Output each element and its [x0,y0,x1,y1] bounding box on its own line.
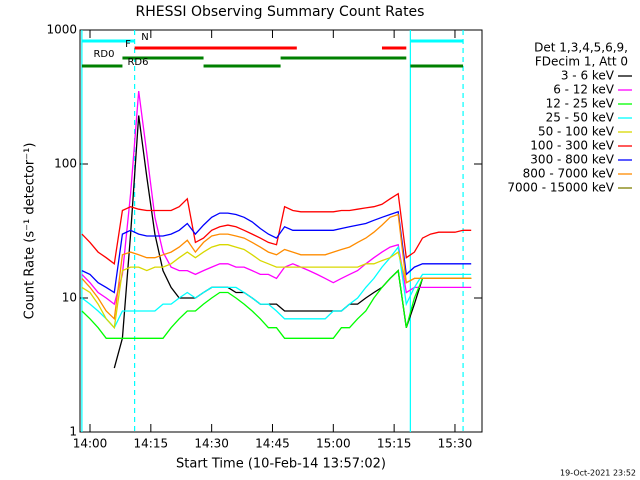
x-tick-label: 14:45 [255,437,290,451]
y-tick-label: 1 [69,425,77,439]
x-tick-label: 15:30 [438,437,473,451]
x-tick-label: 14:00 [73,437,108,451]
y-axis-label: Count Rate (s⁻¹ detector⁻¹) [23,143,38,320]
legend-label: 7000 - 15000 keV [507,181,614,195]
legend-header: Det 1,3,4,5,6,9, [534,41,628,55]
y-tick-label: 1000 [46,23,77,37]
flag-label: N [141,32,148,43]
y-tick-label: 100 [54,157,77,171]
legend-label: 25 - 50 keV [546,111,615,125]
legend-label: 6 - 12 keV [553,83,615,97]
series-line [81,245,472,329]
x-axis-label: Start Time (10-Feb-14 13:57:02) [176,457,386,472]
plot-frame [79,29,483,433]
legend-label: 50 - 100 keV [538,125,615,139]
legend-label: 12 - 25 keV [546,97,615,111]
chart-title: RHESSI Observing Summary Count Rates [136,4,425,20]
x-tick-label: 14:30 [194,437,229,451]
legend-label: 800 - 7000 keV [523,167,615,181]
flag-label: RD6 [127,57,148,68]
legend-label: 300 - 800 keV [530,153,614,167]
x-tick-label: 15:00 [316,437,351,451]
series-line [81,213,472,321]
footer: 19-Oct-2021 23:52 [560,469,636,478]
series-line [81,91,472,306]
flag-label: RD0 [93,49,114,60]
x-tick-label: 15:15 [377,437,412,451]
series-line [81,269,472,339]
x-tick-label: 14:15 [134,437,169,451]
legend-label: 3 - 6 keV [561,69,615,83]
flag-label: F [125,39,131,50]
legend-header: FDecim 1, Att 0 [535,55,628,69]
legend-label: 100 - 300 keV [530,139,614,153]
series-line [81,210,472,294]
y-tick-label: 10 [62,291,77,305]
series-line [113,115,472,369]
series-line [81,192,472,265]
